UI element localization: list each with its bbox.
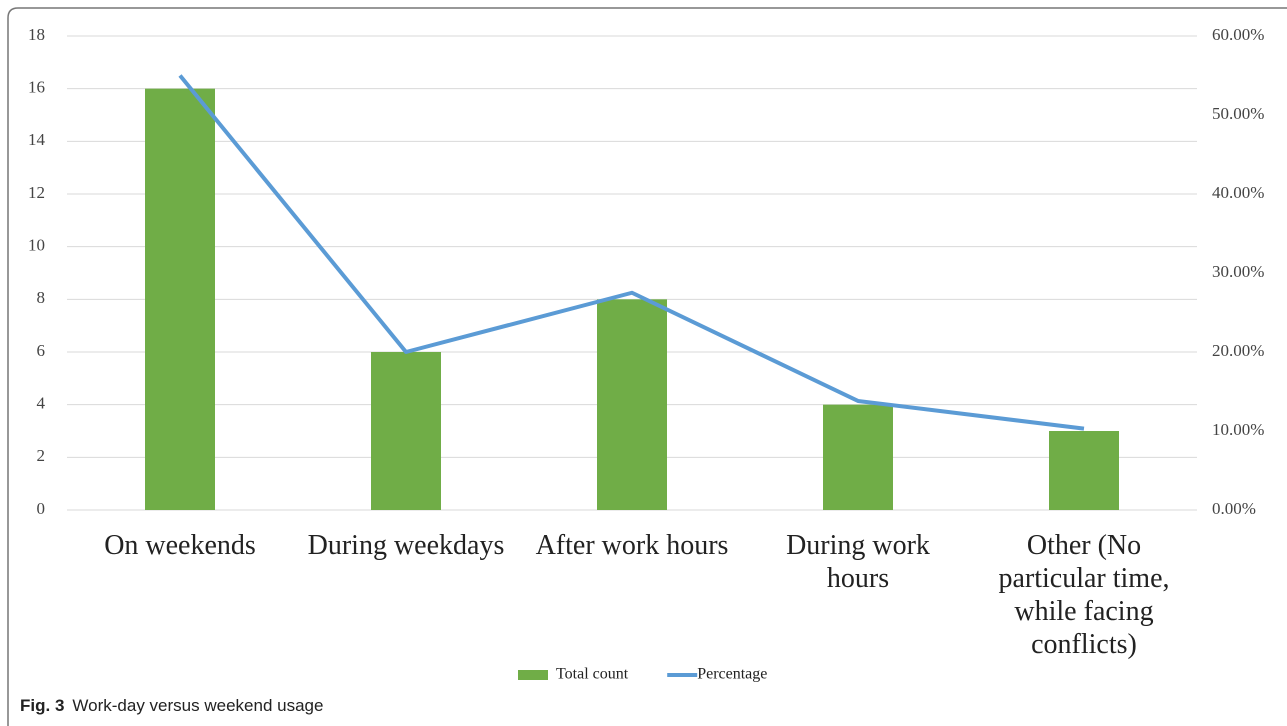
legend-label: Total count — [556, 666, 629, 683]
y2-tick-label: 50.00% — [1212, 104, 1264, 123]
bar — [145, 88, 215, 511]
y2-tick-label: 30.00% — [1212, 262, 1264, 281]
y2-tick-label: 0.00% — [1212, 499, 1256, 518]
y2-tick-label: 60.00% — [1212, 25, 1264, 44]
frame — [7, 7, 1287, 726]
legend-swatch — [518, 670, 548, 680]
bar — [597, 299, 667, 510]
x-tick-label: During work hours — [786, 530, 930, 594]
y-tick-label: 0 — [37, 499, 46, 518]
y2-tick-label: 40.00% — [1212, 183, 1264, 202]
caption-text: Work-day versus weekend usage — [72, 696, 323, 715]
bar — [1049, 431, 1119, 510]
x-tick-label: After work hours — [536, 530, 729, 561]
y-tick-label: 18 — [28, 25, 45, 44]
caption-label: Fig. 3 — [20, 696, 64, 715]
y-tick-label: 6 — [37, 341, 46, 360]
y2-tick-label: 10.00% — [1212, 420, 1264, 439]
line — [178, 74, 1085, 431]
y-tick-label: 4 — [37, 394, 46, 413]
x-tick-label: On weekends — [104, 530, 256, 561]
y-tick-label: 2 — [37, 446, 46, 465]
y-tick-label: 10 — [28, 236, 45, 255]
x-tick-label: Other (No particular time, while facing con… — [998, 530, 1169, 660]
legend-label: Percentage — [697, 666, 767, 683]
y-tick-label: 14 — [28, 130, 46, 149]
y-tick-label: 16 — [28, 78, 45, 97]
y-tick-label: 8 — [37, 288, 46, 307]
y2-tick-label: 20.00% — [1212, 341, 1264, 360]
bar — [823, 404, 893, 510]
caption: Fig. 3 Work-day versus weekend usage — [20, 696, 323, 715]
bar — [371, 352, 441, 510]
y-tick-label: 12 — [28, 183, 45, 202]
x-tick-label: During weekdays — [308, 530, 505, 561]
